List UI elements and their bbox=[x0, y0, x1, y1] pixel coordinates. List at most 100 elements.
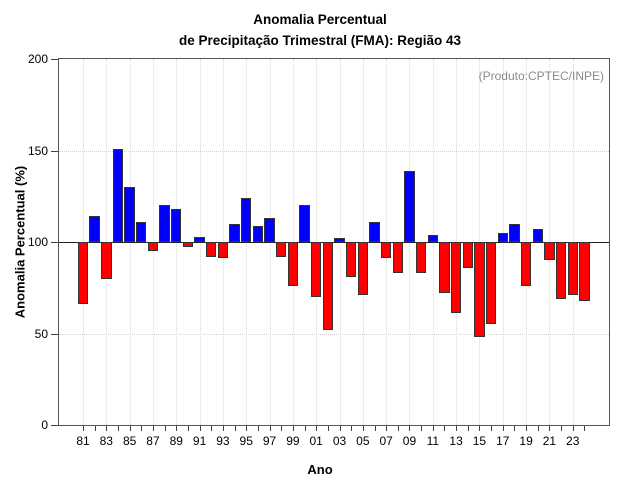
x-tick-label-87: 87 bbox=[146, 434, 160, 448]
x-tick-15 bbox=[479, 426, 481, 431]
x-tick-95 bbox=[246, 426, 248, 431]
bar-00 bbox=[299, 205, 310, 242]
x-tick-87 bbox=[152, 426, 154, 431]
bar-15 bbox=[474, 242, 485, 338]
bar-85 bbox=[124, 187, 135, 242]
x-tick-label-01: 01 bbox=[309, 434, 323, 448]
bar-24 bbox=[579, 242, 590, 301]
bar-21 bbox=[544, 242, 555, 261]
x-tick-label-97: 97 bbox=[262, 434, 277, 448]
bar-11 bbox=[427, 234, 438, 242]
x-tick-label-11: 11 bbox=[426, 434, 440, 448]
x-tick-16 bbox=[491, 426, 493, 431]
y-tick-50 bbox=[51, 333, 58, 335]
x-tick-label-07: 07 bbox=[379, 434, 393, 448]
x-tick-02 bbox=[327, 426, 329, 431]
bar-98 bbox=[276, 242, 287, 257]
bar-19 bbox=[520, 242, 532, 286]
chart-title: Anomalia Percentual bbox=[253, 12, 387, 27]
x-tick-17 bbox=[502, 426, 504, 431]
x-tick-04 bbox=[351, 426, 353, 431]
bar-02 bbox=[322, 242, 334, 330]
y-tick-label-200: 200 bbox=[27, 52, 48, 66]
chart-title-block: Anomalia Percentual de Precipitação Trim… bbox=[0, 9, 640, 51]
bar-05 bbox=[357, 242, 369, 296]
y-tick-200 bbox=[51, 59, 58, 60]
bar-10 bbox=[415, 242, 427, 274]
x-tick-label-95: 95 bbox=[239, 434, 253, 448]
y-tick-100 bbox=[51, 242, 58, 243]
bar-82 bbox=[89, 216, 100, 242]
x-tick-91 bbox=[199, 426, 201, 431]
x-tick-label-83: 83 bbox=[99, 434, 113, 448]
chart-subtitle: de Precipitação Trimestral (FMA): Região… bbox=[178, 33, 462, 48]
bar-90 bbox=[182, 242, 194, 248]
bar-06 bbox=[369, 221, 380, 242]
x-tick-label-91: 91 bbox=[192, 434, 207, 448]
bar-83 bbox=[101, 242, 112, 279]
x-axis-title: Ano bbox=[307, 462, 333, 477]
x-tick-09 bbox=[409, 426, 411, 431]
y-tick-150 bbox=[51, 150, 58, 152]
x-tick-85 bbox=[129, 426, 131, 431]
x-tick-90 bbox=[187, 426, 189, 431]
bar-92 bbox=[206, 242, 217, 257]
bar-08 bbox=[392, 242, 403, 274]
x-tick-label-23: 23 bbox=[566, 434, 580, 448]
x-tick-21 bbox=[549, 426, 551, 431]
x-tick-label-15: 15 bbox=[472, 434, 487, 448]
bar-12 bbox=[439, 242, 450, 294]
x-tick-81 bbox=[83, 426, 84, 431]
x-tick-label-19: 19 bbox=[519, 434, 533, 448]
x-tick-20 bbox=[537, 426, 539, 431]
x-tick-13 bbox=[456, 426, 458, 431]
x-tick-label-13: 13 bbox=[449, 434, 463, 448]
bar-18 bbox=[509, 223, 520, 242]
x-tick-08 bbox=[397, 426, 399, 431]
x-tick-label-89: 89 bbox=[169, 434, 183, 448]
x-tick-97 bbox=[269, 426, 271, 431]
gridline-y-150 bbox=[59, 150, 609, 152]
x-tick-label-81: 81 bbox=[76, 434, 90, 448]
x-tick-92 bbox=[211, 426, 213, 431]
x-tick-93 bbox=[222, 426, 224, 431]
bar-97 bbox=[264, 218, 275, 242]
x-tick-label-09: 09 bbox=[402, 434, 417, 448]
x-tick-18 bbox=[514, 426, 516, 431]
x-tick-07 bbox=[386, 426, 388, 431]
x-tick-83 bbox=[106, 426, 108, 431]
bar-91 bbox=[194, 236, 205, 242]
x-tick-89 bbox=[176, 426, 178, 431]
bar-17 bbox=[497, 232, 508, 242]
baseline-100 bbox=[59, 242, 609, 243]
y-tick-label-100: 100 bbox=[27, 235, 48, 249]
bar-94 bbox=[229, 223, 240, 242]
x-tick-22 bbox=[561, 426, 563, 431]
gridline-y-50 bbox=[59, 333, 609, 335]
bar-95 bbox=[241, 198, 252, 242]
x-tick-label-05: 05 bbox=[356, 434, 370, 448]
bar-84 bbox=[112, 148, 124, 242]
bar-14 bbox=[462, 242, 473, 268]
bar-96 bbox=[252, 225, 264, 242]
bar-04 bbox=[345, 242, 357, 277]
x-tick-99 bbox=[292, 426, 294, 431]
x-tick-10 bbox=[421, 426, 423, 431]
bar-22 bbox=[555, 242, 567, 299]
y-tick-label-0: 0 bbox=[41, 418, 48, 432]
x-tick-label-17: 17 bbox=[496, 434, 510, 448]
plot-area: (Produto:CPTEC/INPE) bbox=[58, 58, 610, 426]
x-tick-14 bbox=[467, 426, 469, 431]
x-tick-03 bbox=[339, 426, 341, 431]
y-tick-label-50: 50 bbox=[34, 326, 48, 341]
bar-99 bbox=[287, 242, 299, 286]
y-tick-0 bbox=[51, 425, 58, 426]
bar-03 bbox=[334, 238, 345, 242]
x-tick-12 bbox=[444, 426, 446, 431]
x-tick-06 bbox=[374, 426, 376, 431]
x-tick-01 bbox=[316, 426, 318, 431]
bar-93 bbox=[217, 242, 229, 259]
x-tick-94 bbox=[234, 426, 236, 431]
source-annotation: (Produto:CPTEC/INPE) bbox=[478, 69, 604, 83]
